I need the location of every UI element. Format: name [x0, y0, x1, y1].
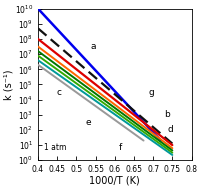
- Text: 1 atm: 1 atm: [44, 143, 66, 152]
- Text: b: b: [163, 110, 169, 119]
- Text: d: d: [167, 125, 172, 134]
- X-axis label: 1000/T (K): 1000/T (K): [89, 176, 139, 186]
- Text: a: a: [90, 42, 96, 51]
- Text: g: g: [148, 88, 153, 97]
- Text: e: e: [85, 118, 90, 127]
- Text: c: c: [56, 88, 61, 97]
- Text: f: f: [118, 143, 122, 152]
- Y-axis label: k (s⁻¹): k (s⁻¹): [3, 69, 13, 100]
